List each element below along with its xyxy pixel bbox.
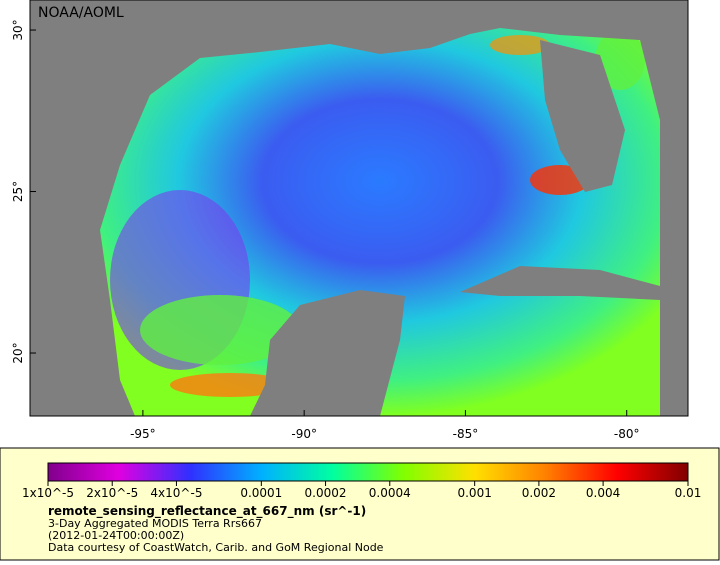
colorbar-tick-label: 0.0001 [240, 486, 282, 500]
land [660, 40, 688, 416]
colorbar-tick-label: 4x10^-5 [150, 486, 202, 500]
legend-title: remote_sensing_reflectance_at_667_nm (sr… [48, 504, 366, 519]
ocean-patch [490, 35, 550, 55]
colorbar-tick-label: 0.0004 [369, 486, 411, 500]
ocean-patch [595, 30, 645, 90]
y-tick-label: 30° [11, 19, 25, 40]
x-tick-label: -85° [453, 427, 479, 441]
y-tick-label: 25° [11, 181, 25, 202]
land [540, 40, 625, 192]
ocean-patch [140, 295, 300, 365]
colorbar-tick-label: 0.01 [675, 486, 702, 500]
legend-line: Data courtesy of CoastWatch, Carib. and … [48, 541, 384, 554]
ocean-patch [170, 373, 290, 397]
x-tick-label: -80° [614, 427, 640, 441]
land [30, 90, 150, 416]
x-tick-label: -95° [130, 427, 156, 441]
colorbar-tick-label: 0.0002 [305, 486, 347, 500]
colorbar-tick-label: 1x10^-5 [22, 486, 74, 500]
land [460, 266, 660, 300]
map-frame [29, 0, 689, 417]
y-tick-label: 20° [11, 342, 25, 363]
land [250, 290, 405, 416]
x-tick-label: -90° [291, 427, 317, 441]
credit: NOAA/AOML [38, 5, 124, 21]
colorbar-tick-label: 2x10^-5 [86, 486, 138, 500]
colorbar-tick-label: 0.004 [586, 486, 620, 500]
colorbar-tick-label: 0.001 [457, 486, 491, 500]
colorbar [47, 462, 689, 482]
legend-line: 3-Day Aggregated MODIS Terra Rrs667 [48, 517, 262, 530]
legend-line: (2012-01-24T00:00:00Z) [48, 529, 184, 542]
colorbar-tick-label: 0.002 [522, 486, 556, 500]
land [30, 0, 688, 120]
map: NOAA/AOML [29, 0, 689, 417]
